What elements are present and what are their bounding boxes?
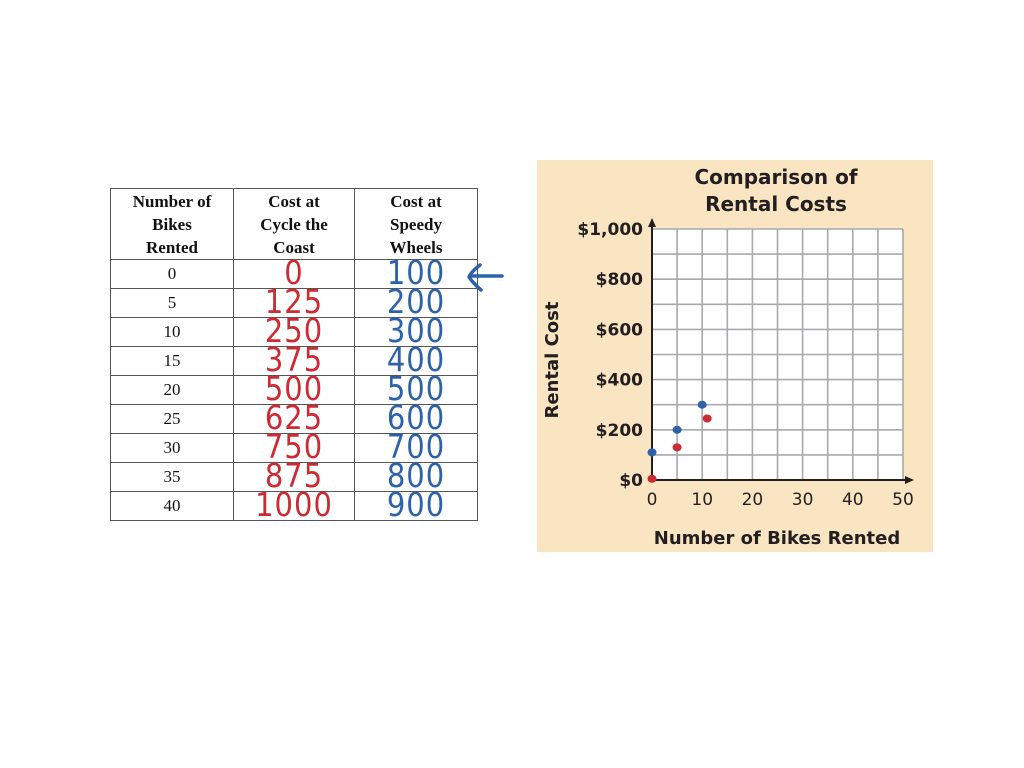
handwritten-arrow-icon bbox=[467, 263, 504, 292]
handwritten-value: 400 bbox=[386, 340, 446, 380]
header-line: Bikes bbox=[152, 214, 192, 234]
cell-bikes: 30 bbox=[110, 433, 234, 463]
y-tick-label: $200 bbox=[596, 421, 643, 441]
header-line: Cost at bbox=[390, 191, 442, 211]
handwritten-value: 200 bbox=[386, 282, 446, 322]
header-line: Wheels bbox=[389, 237, 443, 257]
handwritten-value: 750 bbox=[264, 427, 324, 467]
y-tick-label: $800 bbox=[596, 270, 643, 290]
cell-bikes: 15 bbox=[110, 346, 234, 376]
header-line: Coast bbox=[273, 237, 315, 257]
cell-cycle-cost: 1000 bbox=[233, 485, 355, 525]
handwritten-value: 625 bbox=[264, 398, 324, 438]
rental-cost-table: Number of Bikes Rented Cost at Cycle the… bbox=[110, 188, 478, 521]
handwritten-value: 700 bbox=[386, 427, 446, 467]
handwritten-value: 300 bbox=[386, 311, 446, 351]
y-tick-label: $0 bbox=[619, 471, 643, 491]
cell-speedy-cost: 800 bbox=[354, 456, 478, 496]
y-axis-label: Rental Cost bbox=[542, 301, 563, 418]
handwritten-value: 800 bbox=[386, 456, 446, 496]
data-point bbox=[647, 474, 657, 483]
handwritten-value: 1000 bbox=[255, 485, 333, 525]
data-point bbox=[672, 425, 682, 434]
cell-cycle-cost: 125 bbox=[233, 282, 355, 322]
cell-bikes: 20 bbox=[110, 375, 234, 405]
header-line: Speedy bbox=[390, 214, 442, 234]
cell-bikes: 5 bbox=[110, 288, 234, 318]
y-axis-arrow-icon bbox=[648, 218, 656, 227]
x-tick-label: 30 bbox=[792, 490, 814, 510]
header-line: Cost at bbox=[268, 191, 320, 211]
data-point bbox=[702, 414, 712, 423]
x-tick-label: 50 bbox=[892, 490, 914, 510]
handwritten-value: 500 bbox=[386, 369, 446, 409]
header-line: Rented bbox=[146, 237, 198, 257]
x-tick-label: 10 bbox=[691, 490, 713, 510]
y-tick-label: $400 bbox=[596, 371, 643, 391]
chart-points bbox=[647, 400, 712, 483]
handwritten-value: 375 bbox=[264, 340, 324, 380]
x-axis-arrow-icon bbox=[905, 476, 914, 484]
cell-speedy-cost: 700 bbox=[354, 427, 478, 467]
handwritten-value: 125 bbox=[264, 282, 324, 322]
y-tick-label: $600 bbox=[596, 320, 643, 340]
handwritten-value: 600 bbox=[386, 398, 446, 438]
header-bikes-rented: Number of Bikes Rented bbox=[110, 188, 234, 260]
handwritten-value: 100 bbox=[386, 253, 446, 293]
table-row: 15 375 400 bbox=[110, 340, 478, 380]
cell-cycle-cost: 0 bbox=[233, 253, 355, 293]
chart-axes bbox=[648, 218, 914, 484]
cell-cycle-cost: 875 bbox=[233, 456, 355, 496]
table-row: 30 750 700 bbox=[110, 427, 478, 467]
cell-speedy-cost: 400 bbox=[354, 340, 478, 380]
y-tick-label: $1,000 bbox=[577, 220, 643, 240]
data-point bbox=[672, 443, 682, 452]
table-row: 10 250 300 bbox=[110, 311, 478, 351]
rental-cost-chart: Comparison of Rental Costs Rental Cost N… bbox=[537, 160, 933, 552]
chart-title-line-2: Rental Costs bbox=[705, 192, 847, 216]
table-row: 35 875 800 bbox=[110, 456, 478, 496]
table-row: 40 1000 900 bbox=[110, 485, 478, 525]
handwritten-value: 500 bbox=[264, 369, 324, 409]
cell-cycle-cost: 750 bbox=[233, 427, 355, 467]
x-tick-label: 20 bbox=[742, 490, 764, 510]
header-speedy-wheels: Cost at Speedy Wheels bbox=[354, 188, 478, 260]
handwritten-value: 0 bbox=[284, 253, 304, 293]
table-row: 0 0 100 bbox=[110, 253, 478, 293]
table-header-row: Number of Bikes Rented Cost at Cycle the… bbox=[110, 188, 478, 260]
header-cycle-the-coast: Cost at Cycle the Coast bbox=[233, 188, 355, 260]
header-line: Cycle the bbox=[260, 214, 328, 234]
handwritten-value: 900 bbox=[386, 485, 446, 525]
cell-speedy-cost: 600 bbox=[354, 398, 478, 438]
x-axis-label: Number of Bikes Rented bbox=[654, 528, 900, 549]
chart-grid bbox=[651, 228, 904, 481]
cell-bikes: 40 bbox=[110, 491, 234, 521]
chart-tick-labels: 0 10 20 30 40 50 $0 $200 $400 $600 $800 $1,000 bbox=[577, 220, 913, 510]
table-row: 25 625 600 bbox=[110, 398, 478, 438]
handwritten-value: 875 bbox=[264, 456, 324, 496]
cell-bikes: 10 bbox=[110, 317, 234, 347]
table-body: 0 0 100 5 125 200 10 250 300 15 375 400 20 500 500 25 62… bbox=[110, 253, 478, 525]
cell-bikes: 0 bbox=[110, 259, 234, 289]
table-row: 20 500 500 bbox=[110, 369, 478, 409]
data-point bbox=[697, 400, 707, 409]
cell-speedy-cost: 300 bbox=[354, 311, 478, 351]
chart-title-line-1: Comparison of bbox=[694, 165, 857, 189]
x-tick-label: 0 bbox=[647, 490, 658, 510]
chart-canvas: Comparison of Rental Costs Rental Cost N… bbox=[542, 165, 914, 549]
cell-bikes: 35 bbox=[110, 462, 234, 492]
cell-speedy-cost: 200 bbox=[354, 282, 478, 322]
header-line: Number of bbox=[132, 191, 212, 211]
cell-speedy-cost: 900 bbox=[354, 485, 478, 525]
table-row: 5 125 200 bbox=[110, 282, 478, 322]
data-point bbox=[647, 448, 657, 457]
x-tick-label: 40 bbox=[842, 490, 864, 510]
cell-bikes: 25 bbox=[110, 404, 234, 434]
handwritten-value: 250 bbox=[264, 311, 324, 351]
